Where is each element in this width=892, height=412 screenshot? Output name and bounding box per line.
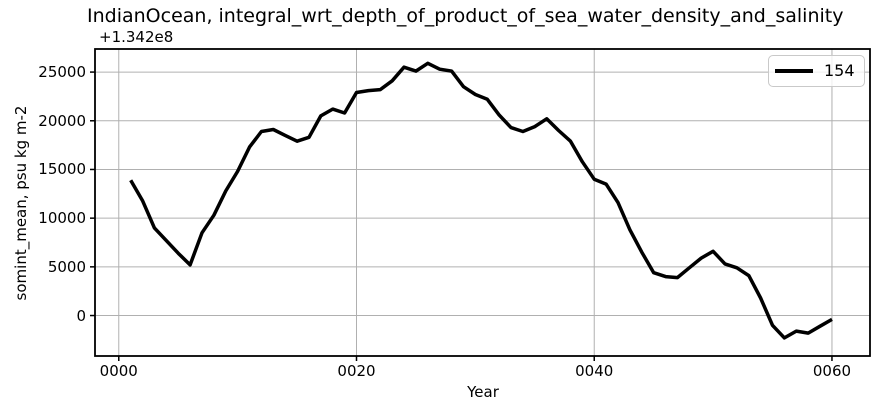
x-tick-label: 0020 [337, 362, 376, 380]
y-tick-label: 15000 [38, 160, 86, 179]
y-axis-offset-text: +1.342e8 [99, 28, 174, 46]
x-tick-label: 0060 [812, 362, 852, 380]
x-tick-label: 0040 [575, 362, 614, 380]
y-tick-label: 25000 [38, 63, 86, 82]
data-line-series-154 [129, 61, 833, 340]
y-tick-label: 20000 [38, 111, 86, 130]
y-tick-label: 0 [76, 306, 86, 325]
y-tick-label: 10000 [38, 209, 86, 228]
x-tick-label: 0000 [99, 362, 138, 380]
y-tick-label: 5000 [47, 257, 86, 276]
x-axis-label: Year [467, 383, 499, 401]
legend-line-sample [775, 69, 813, 73]
axes-spines [94, 48, 871, 357]
legend: 154 [768, 55, 865, 87]
chart-title: IndianOcean, integral_wrt_depth_of_produ… [87, 5, 844, 27]
legend-series-label: 154 [824, 61, 855, 80]
